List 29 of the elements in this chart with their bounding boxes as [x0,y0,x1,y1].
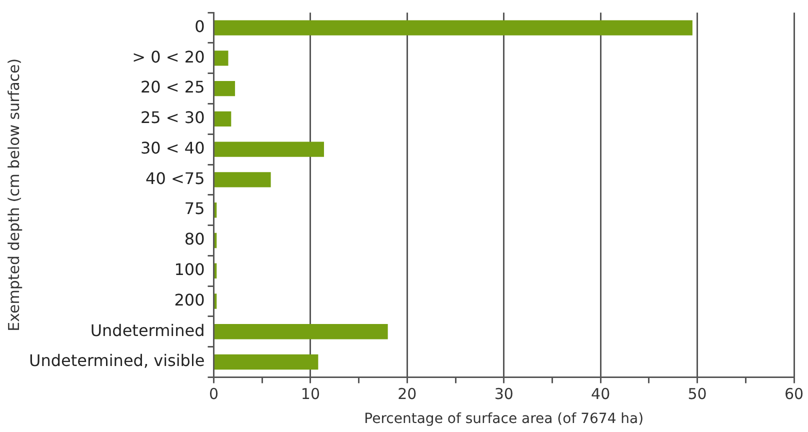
y-tick-label: 100 [174,260,205,280]
y-tick-label: 25 < 30 [140,108,205,128]
y-tick-label: 0 [194,16,205,36]
x-tick-label: 60 [784,385,804,404]
bar [214,80,236,96]
bar [214,20,692,36]
bar [214,111,232,127]
bar [214,324,388,340]
y-tick-label: 40 <75 [146,168,205,188]
bar [214,172,271,188]
x-axis-title: Percentage of surface area (of 7674 ha) [364,411,644,428]
bar [214,50,228,66]
x-tick-label: 30 [494,385,514,404]
y-tick-label: 20 < 25 [140,78,205,97]
y-tick-label: 30 < 40 [140,138,205,158]
bar [214,354,318,370]
y-tick-label: 80 [184,230,205,249]
y-tick-label: Undetermined, visible [29,351,205,370]
y-tick-label: Undetermined [90,320,205,340]
y-tick-label: 75 [184,199,205,218]
y-axis-title: Exempted depth (cm below surface) [4,58,23,332]
x-tick-label: 40 [591,385,610,404]
x-tick-label: 50 [688,385,707,404]
y-tick-label: > 0 < 20 [132,47,205,66]
bar [214,142,324,157]
x-tick-label: 20 [398,385,417,404]
y-tick-label: 200 [174,290,205,310]
x-tick-label: 0 [208,385,219,404]
x-tick-label: 10 [300,385,320,404]
